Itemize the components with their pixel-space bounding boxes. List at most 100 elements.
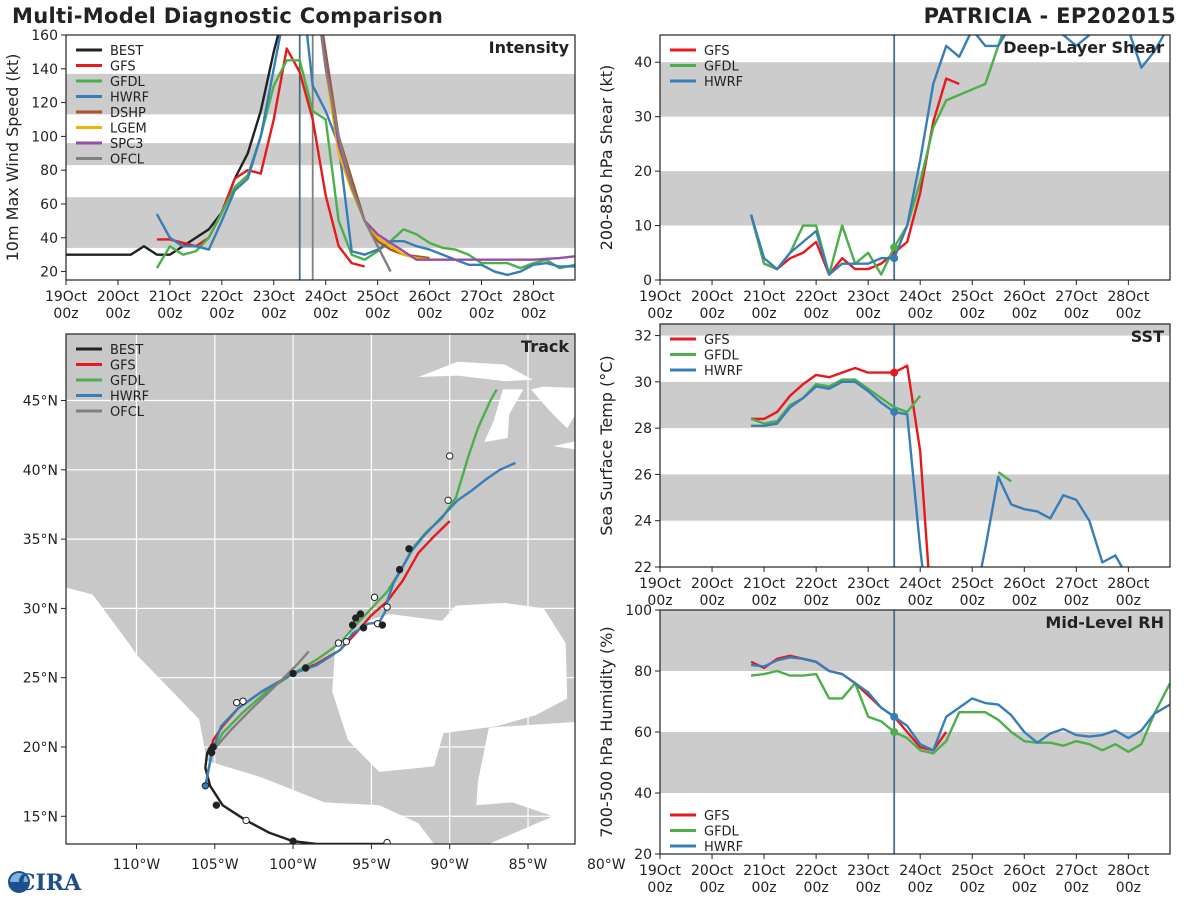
legend-label-gfdl: GFDL [704, 825, 740, 840]
x-tick-label: 22Oct [795, 576, 838, 592]
y-tick-label: 24 [634, 514, 652, 530]
x-tick-label: 25Oct [951, 289, 994, 305]
legend-label-hwrf: HWRF [704, 840, 743, 855]
x-tick-label: 26Oct [1003, 289, 1046, 305]
legend-label-gfs: GFS [110, 60, 136, 75]
great-lake-2 [484, 389, 524, 443]
panel-sst: 22242628303219Oct00z20Oct00z21Oct00z22Oc… [597, 323, 1171, 609]
legend-label-gfs: GFS [704, 809, 730, 824]
x-tick-label: 21Oct [743, 863, 786, 879]
series-gfdl [749, 35, 1004, 276]
storm-id: PATRICIA - EP202015 [923, 4, 1176, 28]
legend-label-gfs: GFS [704, 333, 730, 348]
page-title: Multi-Model Diagnostic Comparison [12, 4, 444, 28]
sst-plot-area [660, 324, 1170, 567]
y-axis-label: 10m Max Wind Speed (kt) [3, 54, 22, 262]
legend-label-hwrf: HWRF [704, 75, 743, 90]
x-tick-label: 26Oct [409, 289, 452, 305]
legend-label-gfdl: GFDL [110, 374, 146, 389]
x-tick-label: 00z [699, 880, 724, 896]
panel-intensity: 2040608010012014016019Oct00z20Oct00z21Oc… [3, 28, 576, 322]
track-point [383, 838, 391, 844]
x-tick-label: 25Oct [951, 863, 994, 879]
series-ofcl [320, 35, 392, 273]
x-tick-label: 19Oct [639, 863, 682, 879]
track-point [242, 816, 250, 825]
y-tick-label: 40 [634, 786, 652, 802]
legend-label-ofcl: OFCL [110, 405, 145, 420]
shear-plot-area [660, 35, 1170, 280]
x-tick-label: 00z [1012, 880, 1037, 896]
x-tick-label: 22Oct [795, 289, 838, 305]
florida-coast [565, 622, 575, 678]
x-tick-label: 00z [417, 306, 442, 322]
x-tick-label: 00z [157, 306, 182, 322]
panel-track: 15°N 20°N 25°N 30°N 35°N 40°N 45°N 110°W 105°W 10… [23, 333, 626, 873]
threshold-band [660, 324, 1170, 336]
track-point [239, 697, 247, 705]
x-tick-label: 28Oct [512, 289, 555, 305]
track-point [348, 621, 357, 629]
threshold-band [66, 197, 575, 248]
x-tick-label: 00z [521, 306, 546, 322]
y-tick-label: 20 [634, 164, 652, 180]
x-tick-label: 21Oct [743, 576, 786, 592]
intensity-frame [65, 34, 576, 281]
panel-title: SST [1131, 327, 1164, 346]
x-tick-label: 20Oct [691, 576, 734, 592]
legend-label-lgem: LGEM [110, 122, 147, 137]
legend-label-spc3: SPC3 [110, 137, 143, 152]
x-tick-label: 20Oct [97, 289, 140, 305]
y-tick-label: 30 [634, 375, 652, 391]
threshold-band [660, 610, 1170, 671]
series-gfdl [750, 378, 922, 425]
x-tick-label: 23Oct [847, 863, 890, 879]
series-ofcl [209, 650, 310, 755]
y-tick-label: 60 [634, 725, 652, 741]
great-lake-3 [531, 386, 575, 429]
x-tick-label: 00z [1012, 593, 1037, 609]
x-tick-label: 25Oct [951, 576, 994, 592]
y-tick-label: 45°N [23, 394, 58, 410]
x-tick-label: 00z [1064, 306, 1089, 322]
x-tick-label: 80°W [587, 857, 626, 873]
y-tick-label: 140 [31, 62, 58, 78]
track-point [201, 782, 210, 790]
track-point [444, 496, 452, 505]
x-tick-label: 23Oct [847, 576, 890, 592]
legend-label-best: BEST [110, 44, 143, 59]
x-tick-label: 00z [960, 880, 985, 896]
x-tick-label: 95°W [352, 857, 391, 873]
x-tick-label: 25Oct [357, 289, 400, 305]
track-frame [65, 333, 576, 845]
x-tick-label: 00z [1116, 593, 1141, 609]
x-tick-label: 00z [1064, 880, 1089, 896]
cira-logo-icon: CIRA [8, 870, 82, 896]
series-gfdl [997, 471, 1012, 483]
x-tick-label: 00z [804, 306, 829, 322]
legend-label-gfdl: GFDL [704, 60, 740, 75]
marker-gfdl [890, 728, 899, 736]
track-point [383, 603, 391, 611]
track-point [342, 637, 351, 646]
track-point [352, 614, 360, 622]
y-tick-label: 100 [31, 129, 58, 145]
y-tick-label: 20 [634, 847, 652, 863]
y-tick-label: 35°N [23, 532, 58, 548]
y-tick-label: 26 [634, 467, 652, 483]
x-tick-label: 85°W [509, 857, 548, 873]
y-tick-label: 40 [634, 55, 652, 71]
x-tick-label: 00z [960, 593, 985, 609]
legend-label-dshp: DSHP [110, 106, 146, 121]
x-tick-label: 00z [105, 306, 130, 322]
marker-hwrf [890, 407, 899, 416]
legend-label-best: BEST [110, 343, 143, 358]
series-gfdl [750, 669, 1170, 755]
x-tick-label: 00z [856, 306, 881, 322]
track-point [356, 610, 365, 618]
legend-label-gfdl: GFDL [704, 349, 740, 364]
series-gfs [751, 364, 930, 567]
x-tick-label: 19Oct [45, 289, 88, 305]
